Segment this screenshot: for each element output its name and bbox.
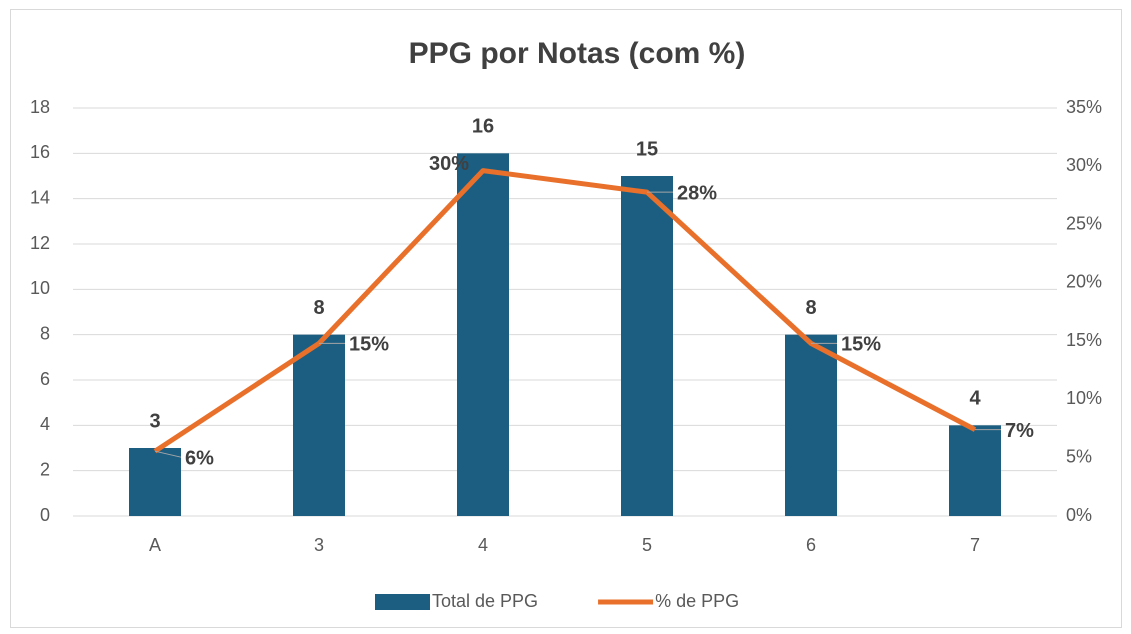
- bar: [949, 425, 1001, 516]
- y2-tick-label: 5%: [1066, 446, 1092, 466]
- data-label: 15%: [349, 334, 389, 356]
- data-label: 3: [149, 410, 160, 432]
- y-tick-label: 6: [40, 369, 50, 389]
- y2-tick-label: 15%: [1066, 330, 1102, 350]
- legend-label: % de PPG: [655, 591, 739, 611]
- legend-label: Total de PPG: [432, 591, 538, 611]
- data-label: 4: [969, 388, 981, 410]
- bar: [621, 176, 673, 516]
- line: [153, 168, 977, 454]
- data-label: 15%: [841, 334, 881, 356]
- y-tick-label: 2: [40, 459, 50, 479]
- y-tick-label: 4: [40, 414, 50, 434]
- data-label: 8: [313, 297, 324, 319]
- y2-tick-label: 20%: [1066, 272, 1102, 292]
- bar: [785, 334, 837, 516]
- x-tick-label: A: [149, 535, 161, 555]
- y-tick-label: 16: [30, 142, 50, 162]
- y2-tick-label: 35%: [1066, 97, 1102, 117]
- y2-tick-label: 10%: [1066, 388, 1102, 408]
- y2-tick-label: 0%: [1066, 505, 1092, 525]
- data-label: 16: [472, 116, 494, 138]
- legend-swatch: [375, 594, 430, 610]
- data-label: 7%: [1005, 420, 1034, 442]
- y-tick-label: 12: [30, 233, 50, 253]
- bar: [457, 153, 509, 517]
- data-label: 30%: [429, 153, 469, 175]
- x-tick-label: 6: [806, 535, 816, 555]
- y2-tick-label: 30%: [1066, 155, 1102, 175]
- y-tick-label: 14: [30, 187, 50, 207]
- bar: [129, 448, 181, 516]
- bar: [293, 334, 345, 516]
- x-tick-label: 3: [314, 535, 324, 555]
- data-label: 28%: [677, 182, 717, 204]
- y-tick-label: 8: [40, 323, 50, 343]
- x-tick-label: 5: [642, 535, 652, 555]
- y-tick-label: 18: [30, 97, 50, 117]
- leader-line: [154, 450, 182, 458]
- data-label: 6%: [185, 447, 214, 469]
- x-tick-label: 4: [478, 535, 488, 555]
- chart-title: PPG por Notas (com %): [409, 37, 746, 70]
- data-label: 15: [636, 138, 658, 160]
- y2-tick-label: 25%: [1066, 213, 1102, 233]
- chart-frame: [10, 9, 1122, 628]
- y-tick-label: 0: [40, 505, 50, 525]
- y-tick-label: 10: [30, 278, 50, 298]
- data-label: 8: [805, 297, 816, 319]
- x-tick-label: 7: [970, 535, 980, 555]
